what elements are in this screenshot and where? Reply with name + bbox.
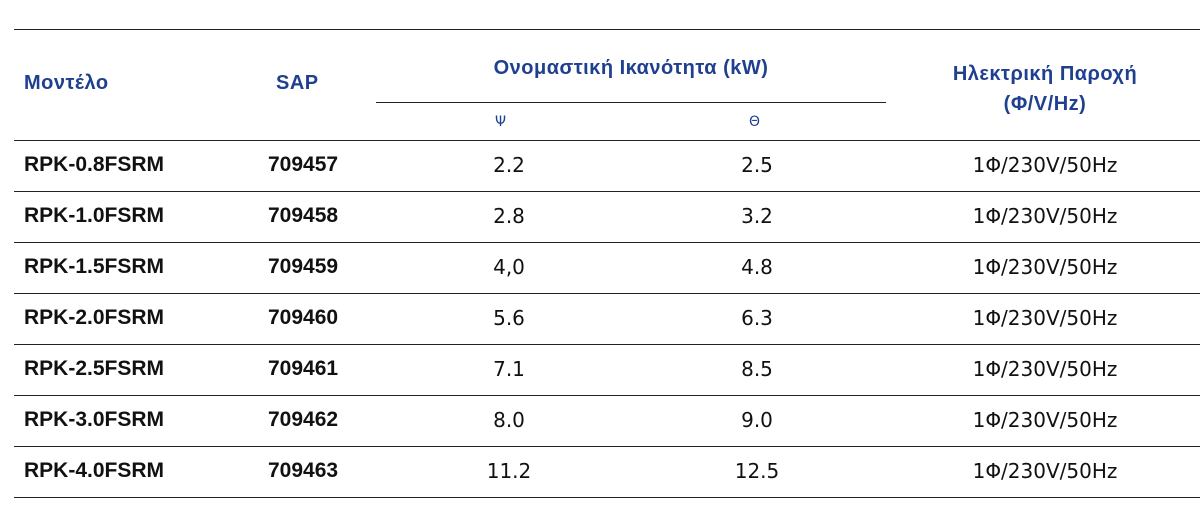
cell-sap: 709458: [268, 204, 339, 227]
cell-cooling: 2.2: [493, 153, 525, 177]
cell-sap: 709462: [268, 408, 339, 431]
cell-model: RPK-4.0FSRM: [24, 459, 165, 482]
cell-heating: 12.5: [734, 459, 780, 483]
top-rule: [14, 29, 1200, 30]
table-row: RPK-1.5FSRM 709459 4,0 4.8 1Φ/230V/50Hz: [14, 242, 1200, 293]
cell-cooling: 7.1: [493, 357, 525, 381]
table-body: RPK-0.8FSRM 709457 2.2 2.5 1Φ/230V/50Hz …: [14, 140, 1200, 498]
cell-cooling: 4,0: [493, 255, 525, 279]
header-power-line2: (Φ/V/Hz): [1003, 93, 1087, 115]
capacity-divider: [376, 102, 886, 103]
cell-heating: 9.0: [741, 408, 773, 432]
cell-power: 1Φ/230V/50Hz: [972, 153, 1118, 177]
cell-heating: 2.5: [741, 153, 773, 177]
table-row: RPK-3.0FSRM 709462 8.0 9.0 1Φ/230V/50Hz: [14, 395, 1200, 446]
header-heating: Θ: [749, 114, 761, 130]
table-header: Μοντέλο SAP Ονομαστική Ικανότητα (kW) Ψ …: [14, 30, 1200, 140]
header-power: Ηλεκτρική Παροχή (Φ/V/Hz): [924, 59, 1166, 119]
cell-model: RPK-2.5FSRM: [24, 357, 165, 380]
header-capacity: Ονομαστική Ικανότητα (kW): [493, 57, 769, 79]
cell-power: 1Φ/230V/50Hz: [972, 459, 1118, 483]
cell-model: RPK-3.0FSRM: [24, 408, 165, 431]
table-row: RPK-4.0FSRM 709463 11.2 12.5 1Φ/230V/50H…: [14, 446, 1200, 498]
cell-cooling: 11.2: [486, 459, 532, 483]
cell-sap: 709459: [268, 255, 339, 278]
header-model: Μοντέλο: [24, 72, 109, 94]
table-row: RPK-2.0FSRM 709460 5.6 6.3 1Φ/230V/50Hz: [14, 293, 1200, 344]
cell-sap: 709463: [268, 459, 339, 482]
cell-sap: 709460: [268, 306, 339, 329]
cell-sap: 709457: [268, 153, 339, 176]
cell-model: RPK-1.5FSRM: [24, 255, 165, 278]
header-sap: SAP: [276, 72, 319, 94]
cell-heating: 6.3: [741, 306, 773, 330]
specs-table: Μοντέλο SAP Ονομαστική Ικανότητα (kW) Ψ …: [14, 29, 1200, 498]
header-cooling: Ψ: [495, 114, 507, 130]
cell-power: 1Φ/230V/50Hz: [972, 357, 1118, 381]
cell-power: 1Φ/230V/50Hz: [972, 204, 1118, 228]
cell-power: 1Φ/230V/50Hz: [972, 306, 1118, 330]
cell-power: 1Φ/230V/50Hz: [972, 255, 1118, 279]
table-row: RPK-1.0FSRM 709458 2.8 3.2 1Φ/230V/50Hz: [14, 191, 1200, 242]
cell-heating: 8.5: [741, 357, 773, 381]
cell-power: 1Φ/230V/50Hz: [972, 408, 1118, 432]
cell-sap: 709461: [268, 357, 339, 380]
cell-model: RPK-0.8FSRM: [24, 153, 165, 176]
cell-cooling: 2.8: [493, 204, 525, 228]
cell-model: RPK-1.0FSRM: [24, 204, 165, 227]
cell-cooling: 5.6: [493, 306, 525, 330]
cell-heating: 4.8: [741, 255, 773, 279]
cell-cooling: 8.0: [493, 408, 525, 432]
header-power-line1: Ηλεκτρική Παροχή: [952, 63, 1138, 85]
table-row: RPK-0.8FSRM 709457 2.2 2.5 1Φ/230V/50Hz: [14, 140, 1200, 191]
cell-model: RPK-2.0FSRM: [24, 306, 165, 329]
cell-heating: 3.2: [741, 204, 773, 228]
table-row: RPK-2.5FSRM 709461 7.1 8.5 1Φ/230V/50Hz: [14, 344, 1200, 395]
